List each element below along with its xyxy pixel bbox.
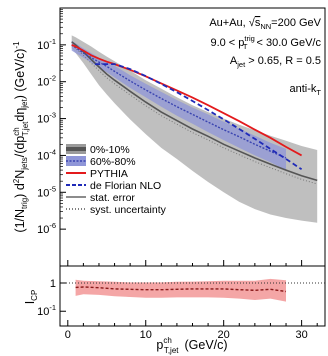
xtick-label-2: 20 bbox=[218, 329, 230, 341]
series-icp bbox=[75, 286, 287, 293]
top-ytick-label-0: 10-6 bbox=[37, 221, 56, 236]
bottom-bands bbox=[75, 278, 286, 302]
annotations: Au+Au, √sNN=200 GeV 9.0 < ptrig T < 30.0 … bbox=[209, 17, 321, 97]
top-ytick-label-1: 10-5 bbox=[37, 184, 56, 199]
series-0-10 bbox=[71, 41, 318, 182]
top-ylabel: (1/Ntrig) d2Njets/(dpchT,jetdηjet) (GeV/… bbox=[12, 41, 30, 233]
top-ytick-label-2: 10-4 bbox=[37, 147, 56, 162]
bottom-ytick-label-1: 1 bbox=[50, 278, 56, 290]
series-60-80 bbox=[71, 44, 287, 159]
sqrt-sign: √ bbox=[249, 17, 256, 29]
legend-label: 60%-80% bbox=[90, 156, 136, 168]
bottom-panel: 10-110 10 20 30 ICP pch T,jet (GeV/c) bbox=[23, 265, 326, 355]
annotation-trigger: 9.0 < ptrig T < 30.0 GeV/c bbox=[210, 34, 321, 51]
series-nlo bbox=[95, 63, 303, 171]
bottom-ticks: 10-110 10 20 30 bbox=[37, 278, 318, 341]
legend-label: stat. error bbox=[90, 192, 135, 204]
top-lines bbox=[71, 41, 318, 185]
legend-swatch-blue-band bbox=[66, 156, 86, 166]
legend-entry-pythia: PYTHIA bbox=[66, 168, 128, 180]
top-ytick-label-5: 10-1 bbox=[37, 37, 56, 52]
top-panel: 10-6 10-5 10-4 10-3 10-2 10-1 (1/Ntrig) d2Nje… bbox=[12, 7, 326, 267]
bottom-ylabel: ICP bbox=[23, 290, 39, 305]
bottom-ytick-label-0: 10-1 bbox=[37, 303, 56, 318]
top-ytick-label-4: 10-2 bbox=[37, 74, 56, 89]
legend-entry-0-10: 0%-10% bbox=[66, 144, 130, 156]
legend-entry-nlo: de Florian NLO bbox=[66, 180, 161, 192]
legend-swatch-gray-core bbox=[66, 147, 86, 151]
xtick-label-1: 10 bbox=[140, 329, 152, 341]
legend-entry-60-80: 60%-80% bbox=[66, 156, 136, 168]
series-0-10-stat bbox=[71, 45, 318, 185]
xtick-label-3: 30 bbox=[295, 329, 307, 341]
annotation-algorithm: anti-kT bbox=[290, 83, 322, 97]
legend-entry-stat: stat. error bbox=[66, 192, 135, 204]
legend-entry-syst: syst. uncertainty bbox=[66, 204, 167, 216]
series-pythia bbox=[71, 44, 303, 157]
annotation-collision: Au+Au, √sNN=200 GeV bbox=[209, 17, 321, 31]
annotation-area-cut: Ajet > 0.65, R = 0.5 bbox=[230, 55, 321, 69]
band-icp-syst bbox=[75, 278, 286, 302]
legend-label: syst. uncertainty bbox=[90, 204, 167, 216]
legend-label: PYTHIA bbox=[90, 168, 128, 180]
legend-label: 0%-10% bbox=[90, 144, 130, 156]
bottom-lines bbox=[60, 282, 325, 293]
band-60-80-syst bbox=[71, 40, 286, 171]
xlabel: pch T,jet (GeV/c) bbox=[156, 336, 227, 355]
top-ytick-label-3: 10-3 bbox=[37, 111, 56, 126]
legend: 0%-10% 60%-80% PYTHIA de Florian NLO sta… bbox=[66, 144, 167, 216]
xtick-label-0: 0 bbox=[65, 329, 71, 341]
legend-label: de Florian NLO bbox=[90, 180, 161, 192]
